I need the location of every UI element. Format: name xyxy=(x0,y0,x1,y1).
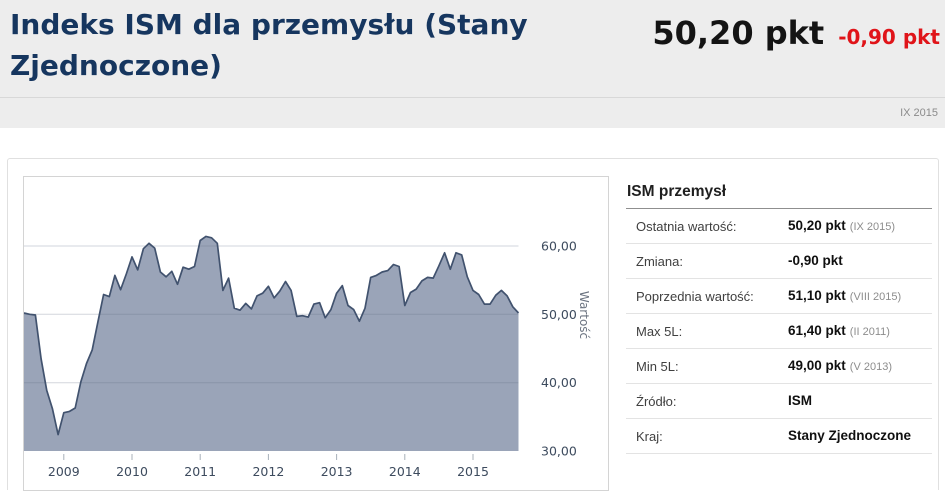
table-row-max-5y: Max 5L: 61,40 pkt (II 2011) xyxy=(626,314,932,349)
chart-card: 60,00 50,00 40,00 30,00 2009 2010 2011 2012 2013… xyxy=(23,176,609,491)
current-value: 50,20 pkt xyxy=(652,14,825,52)
y-tick-label: 60,00 xyxy=(541,239,577,254)
x-tick-label: 2013 xyxy=(321,464,353,479)
series-line xyxy=(24,235,520,436)
row-value: -0,90 pkt xyxy=(788,253,843,268)
ism-area-chart[interactable]: 60,00 50,00 40,00 30,00 2009 2010 2011 2012 2013… xyxy=(24,177,608,490)
row-note: (VIII 2015) xyxy=(849,291,902,303)
table-row-previous-value: Poprzednia wartość: 51,10 pkt (VIII 2015) xyxy=(626,279,932,314)
row-label: Min 5L: xyxy=(636,358,679,374)
x-tick-label: 2012 xyxy=(252,464,284,479)
row-label: Zmiana: xyxy=(636,253,683,269)
row-label: Ostatnia wartość: xyxy=(636,218,737,234)
row-value: 49,00 pkt xyxy=(788,358,846,373)
x-tick-label: 2010 xyxy=(116,464,148,479)
x-tick-label: 2011 xyxy=(184,464,216,479)
row-value: Stany Zjednoczone xyxy=(788,428,912,443)
row-label: Max 5L: xyxy=(636,323,683,339)
row-value: ISM xyxy=(788,393,813,408)
main-container: 60,00 50,00 40,00 30,00 2009 2010 2011 2012 2013… xyxy=(7,158,939,491)
period-label: IX 2015 xyxy=(900,107,938,119)
row-label: Kraj: xyxy=(636,428,663,444)
x-tick-label: 2014 xyxy=(389,464,421,479)
table-row-country: Kraj: Stany Zjednoczone xyxy=(626,419,932,454)
current-quote: 50,20 pkt -0,90 pkt xyxy=(652,14,940,52)
row-label: Poprzednia wartość: xyxy=(636,288,754,304)
table-row-change: Zmiana: -0,90 pkt xyxy=(626,244,932,279)
x-tick-label: 2015 xyxy=(457,464,489,479)
y-axis-title: Wartość xyxy=(577,291,591,339)
area-fill xyxy=(24,236,519,451)
page-title: Indeks ISM dla przemysłu (Stany Zjednocz… xyxy=(10,8,528,82)
table-row-source: Źródło: ISM xyxy=(626,384,932,419)
info-panel: ISM przemysł Ostatnia wartość: 50,20 pkt… xyxy=(626,176,932,454)
header: Indeks ISM dla przemysłu (Stany Zjednocz… xyxy=(0,0,945,128)
table-row-min-5y: Min 5L: 49,00 pkt (V 2013) xyxy=(626,349,932,384)
y-tick-label: 30,00 xyxy=(541,444,577,459)
table-row-last-value: Ostatnia wartość: 50,20 pkt (IX 2015) xyxy=(626,209,932,244)
change-value: -0,90 pkt xyxy=(838,25,940,49)
panel-heading: ISM przemysł xyxy=(626,176,932,209)
y-tick-label: 50,00 xyxy=(541,307,577,322)
header-divider xyxy=(0,97,945,98)
row-value: 51,10 pkt xyxy=(788,288,846,303)
row-note: (II 2011) xyxy=(849,326,890,338)
row-value: 61,40 pkt xyxy=(788,323,846,338)
row-note: (V 2013) xyxy=(849,361,892,373)
x-tick-label: 2009 xyxy=(48,464,80,479)
row-label: Źródło: xyxy=(636,393,677,409)
row-note: (IX 2015) xyxy=(849,221,896,233)
row-value: 50,20 pkt xyxy=(788,218,846,233)
y-tick-label: 40,00 xyxy=(541,375,577,390)
